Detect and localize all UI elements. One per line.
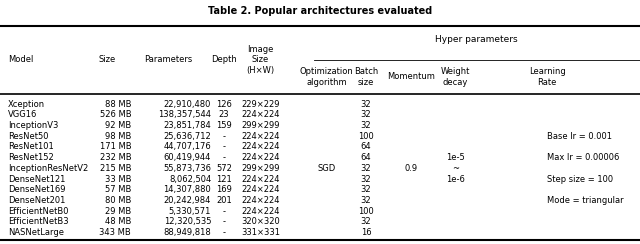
Text: 32: 32 [361, 164, 371, 173]
Text: 32: 32 [361, 100, 371, 109]
Text: 224×224: 224×224 [241, 196, 280, 205]
Text: 80 MB: 80 MB [105, 196, 131, 205]
Text: 60,419,944: 60,419,944 [164, 153, 211, 162]
Text: 55,873,736: 55,873,736 [163, 164, 211, 173]
Text: 14,307,880: 14,307,880 [163, 185, 211, 194]
Text: ResNet101: ResNet101 [8, 142, 53, 152]
Text: Depth: Depth [211, 55, 237, 64]
Text: 48 MB: 48 MB [105, 217, 131, 226]
Text: 64: 64 [361, 153, 371, 162]
Text: 100: 100 [358, 132, 374, 141]
Text: Step size = 100: Step size = 100 [547, 174, 613, 183]
Text: 299×299: 299×299 [241, 164, 280, 173]
Text: 159: 159 [216, 121, 232, 130]
Text: DenseNet169: DenseNet169 [8, 185, 65, 194]
Text: ResNet50: ResNet50 [8, 132, 48, 141]
Text: -: - [223, 132, 225, 141]
Text: Image
Size
(H×W): Image Size (H×W) [246, 45, 275, 75]
Text: 16: 16 [361, 228, 371, 237]
Text: VGG16: VGG16 [8, 110, 37, 119]
Text: 32: 32 [361, 121, 371, 130]
Text: 88,949,818: 88,949,818 [163, 228, 211, 237]
Text: 215 MB: 215 MB [100, 164, 131, 173]
Text: InceptionResNetV2: InceptionResNetV2 [8, 164, 88, 173]
Text: 92 MB: 92 MB [105, 121, 131, 130]
Text: Size: Size [99, 55, 116, 64]
Text: 88 MB: 88 MB [105, 100, 131, 109]
Text: 23,851,784: 23,851,784 [163, 121, 211, 130]
Text: Model: Model [8, 55, 33, 64]
Text: 5,330,571: 5,330,571 [169, 207, 211, 216]
Text: Parameters: Parameters [144, 55, 193, 64]
Text: 224×224: 224×224 [241, 132, 280, 141]
Text: EfficientNetB0: EfficientNetB0 [8, 207, 68, 216]
Text: 126: 126 [216, 100, 232, 109]
Text: 320×320: 320×320 [241, 217, 280, 226]
Text: 23: 23 [219, 110, 229, 119]
Text: 232 MB: 232 MB [100, 153, 131, 162]
Text: 138,357,544: 138,357,544 [158, 110, 211, 119]
Text: NASNetLarge: NASNetLarge [8, 228, 64, 237]
Text: InceptionV3: InceptionV3 [8, 121, 58, 130]
Text: ~: ~ [452, 164, 459, 173]
Text: 224×224: 224×224 [241, 174, 280, 183]
Text: SGD: SGD [317, 164, 335, 173]
Text: -: - [223, 228, 225, 237]
Text: 526 MB: 526 MB [100, 110, 131, 119]
Text: Base lr = 0.001: Base lr = 0.001 [547, 132, 612, 141]
Text: 572: 572 [216, 164, 232, 173]
Text: Max lr = 0.00006: Max lr = 0.00006 [547, 153, 620, 162]
Text: 100: 100 [358, 207, 374, 216]
Text: DenseNet201: DenseNet201 [8, 196, 65, 205]
Text: 57 MB: 57 MB [105, 185, 131, 194]
Text: 224×224: 224×224 [241, 185, 280, 194]
Text: 22,910,480: 22,910,480 [164, 100, 211, 109]
Text: 25,636,712: 25,636,712 [163, 132, 211, 141]
Text: 20,242,984: 20,242,984 [164, 196, 211, 205]
Text: 299×299: 299×299 [241, 121, 280, 130]
Text: 229×229: 229×229 [241, 100, 280, 109]
Text: 224×224: 224×224 [241, 153, 280, 162]
Text: 98 MB: 98 MB [105, 132, 131, 141]
Text: 224×224: 224×224 [241, 142, 280, 152]
Text: 343 MB: 343 MB [99, 228, 131, 237]
Text: Batch
size: Batch size [354, 67, 378, 87]
Text: -: - [223, 142, 225, 152]
Text: -: - [223, 217, 225, 226]
Text: Mode = triangular: Mode = triangular [547, 196, 624, 205]
Text: 1e-5: 1e-5 [446, 153, 465, 162]
Text: Momentum: Momentum [388, 72, 435, 81]
Text: 169: 169 [216, 185, 232, 194]
Text: 32: 32 [361, 110, 371, 119]
Text: Table 2. Popular architectures evaluated: Table 2. Popular architectures evaluated [208, 6, 432, 16]
Text: 32: 32 [361, 196, 371, 205]
Text: 171 MB: 171 MB [100, 142, 131, 152]
Text: 331×331: 331×331 [241, 228, 280, 237]
Text: 33 MB: 33 MB [105, 174, 131, 183]
Text: 32: 32 [361, 217, 371, 226]
Text: -: - [223, 207, 225, 216]
Text: 29 MB: 29 MB [105, 207, 131, 216]
Text: Xception: Xception [8, 100, 45, 109]
Text: DenseNet121: DenseNet121 [8, 174, 65, 183]
Text: 121: 121 [216, 174, 232, 183]
Text: EfficientNetB3: EfficientNetB3 [8, 217, 68, 226]
Text: 12,320,535: 12,320,535 [164, 217, 211, 226]
Text: Learning
Rate: Learning Rate [529, 67, 566, 87]
Text: 64: 64 [361, 142, 371, 152]
Text: 44,707,176: 44,707,176 [163, 142, 211, 152]
Text: -: - [223, 153, 225, 162]
Text: 1e-6: 1e-6 [446, 174, 465, 183]
Text: 201: 201 [216, 196, 232, 205]
Text: 32: 32 [361, 174, 371, 183]
Text: Weight
decay: Weight decay [441, 67, 470, 87]
Text: 8,062,504: 8,062,504 [169, 174, 211, 183]
Text: 224×224: 224×224 [241, 110, 280, 119]
Text: 32: 32 [361, 185, 371, 194]
Text: Hyper parameters: Hyper parameters [435, 35, 518, 43]
Text: Optimization
algorithm: Optimization algorithm [300, 67, 353, 87]
Text: 224×224: 224×224 [241, 207, 280, 216]
Text: 0.9: 0.9 [405, 164, 418, 173]
Text: ResNet152: ResNet152 [8, 153, 53, 162]
